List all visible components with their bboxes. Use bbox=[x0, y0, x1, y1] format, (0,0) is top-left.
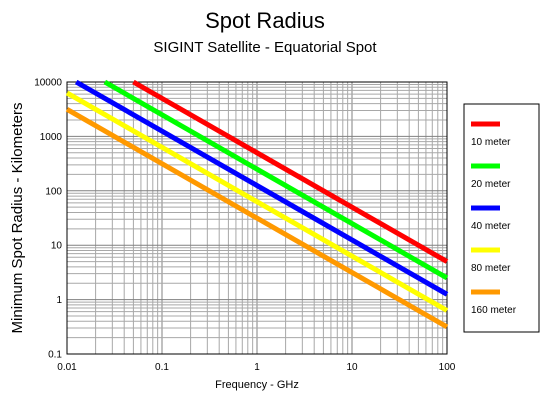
x-tick-label: 100 bbox=[439, 362, 456, 373]
y-tick-label: 1000 bbox=[40, 132, 63, 143]
plot-area bbox=[66, 81, 448, 355]
legend-label: 20 meter bbox=[471, 179, 511, 190]
y-tick-label: 100 bbox=[45, 186, 62, 197]
x-axis-label: Frequency - GHz bbox=[215, 379, 299, 391]
series-line-160-meter bbox=[65, 107, 449, 330]
legend-label: 40 meter bbox=[471, 221, 511, 232]
series-line-40-meter bbox=[74, 79, 449, 297]
chart-title: Spot Radius bbox=[205, 8, 325, 33]
y-tick-label: 10000 bbox=[34, 78, 62, 89]
y-tick-label: 1 bbox=[56, 295, 62, 306]
plot-grid bbox=[66, 82, 447, 355]
chart-legend: 10 meter 20 meter 40 meter 80 meter 160 mete… bbox=[463, 103, 540, 333]
chart-subtitle: SIGINT Satellite - Equatorial Spot bbox=[153, 39, 377, 56]
y-tick-label: 10 bbox=[51, 241, 63, 252]
legend-label: 160 meter bbox=[471, 305, 517, 316]
x-tick-label: 1 bbox=[254, 362, 260, 373]
legend-label: 80 meter bbox=[471, 263, 511, 274]
x-tick-label: 10 bbox=[346, 362, 358, 373]
x-tick-label: 0.1 bbox=[155, 362, 169, 373]
y-axis-label: Minimum Spot Radius - Kilometers bbox=[9, 103, 26, 334]
legend-label: 10 meter bbox=[471, 137, 511, 148]
plot-series bbox=[65, 79, 449, 330]
x-tick-label: 0.01 bbox=[57, 362, 77, 373]
series-line-10-meter bbox=[132, 79, 449, 264]
y-tick-label: 0.1 bbox=[48, 350, 62, 361]
series-line-80-meter bbox=[65, 90, 449, 313]
series-line-20-meter bbox=[103, 79, 449, 281]
